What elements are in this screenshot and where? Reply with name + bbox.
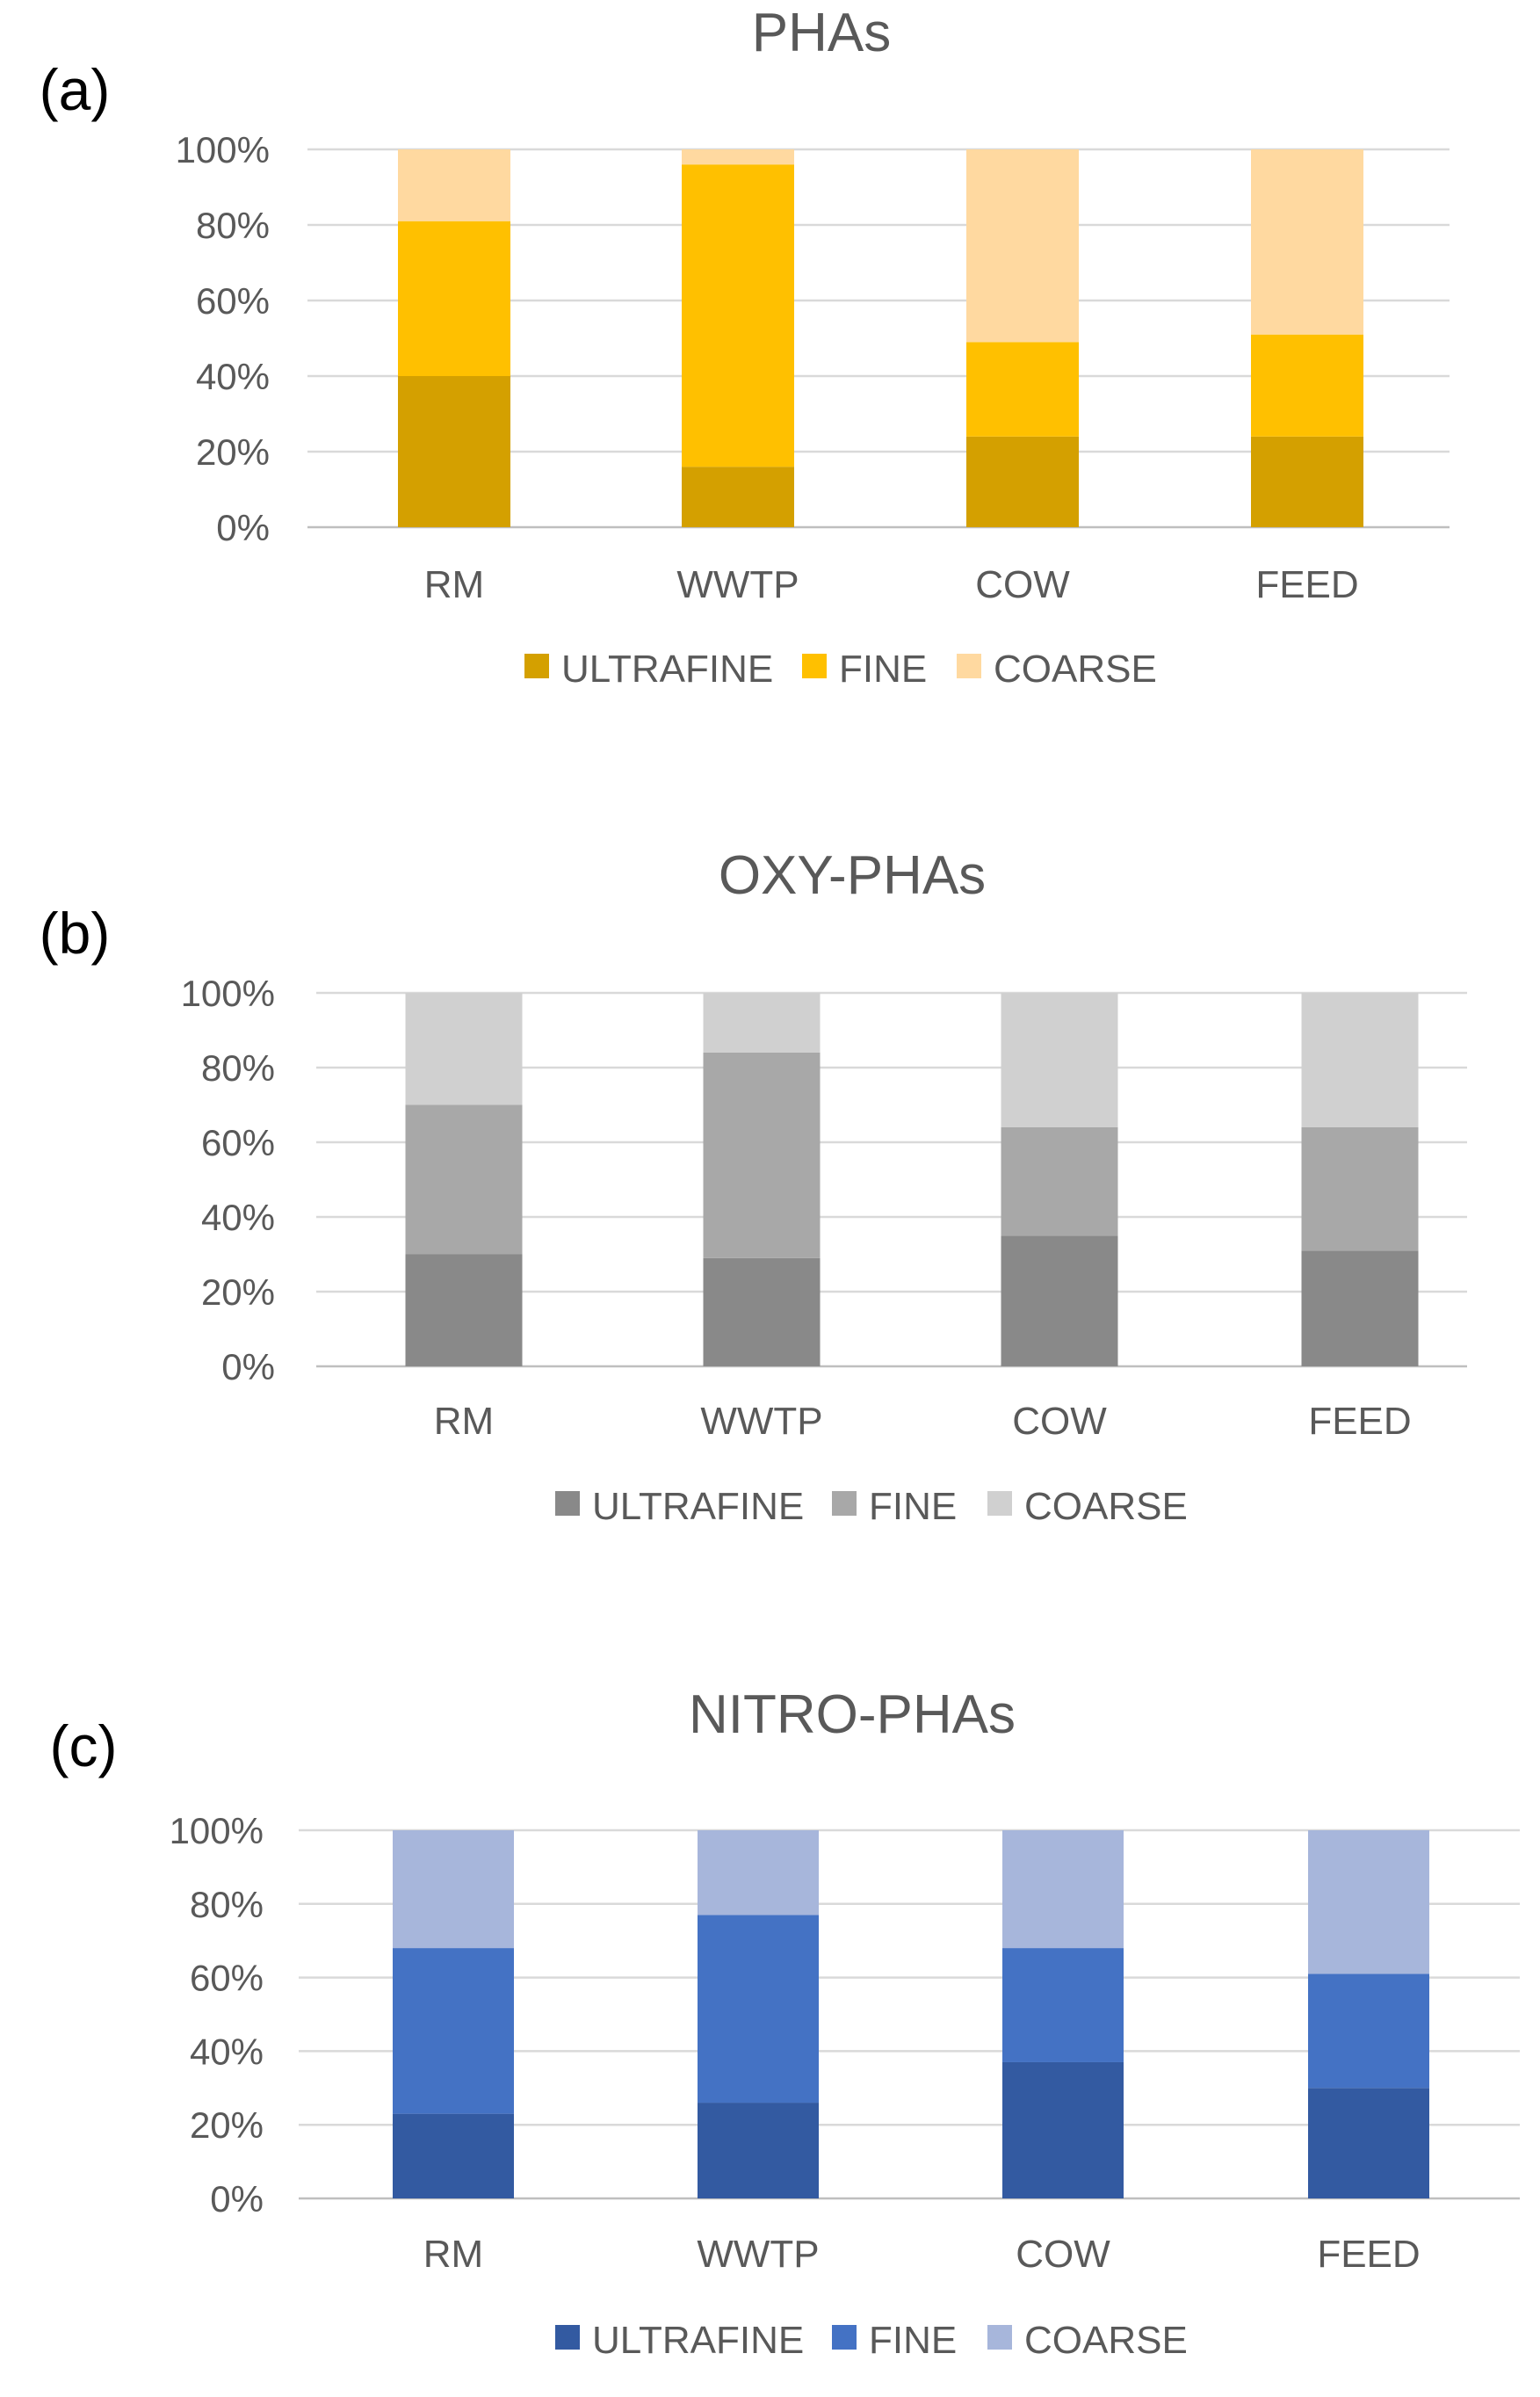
bar-rm-ultrafine xyxy=(393,2113,514,2198)
y-tick-label: 60% xyxy=(201,1122,275,1163)
y-tick-label: 80% xyxy=(196,205,270,246)
bar-wwtp-fine xyxy=(682,164,794,467)
bar-wwtp-ultrafine xyxy=(682,467,794,527)
chart-panel-1: (a) PHAs 0% 20% 40% 60% 80% 100% RM WWTP COW FEED UL… xyxy=(40,3,1450,691)
bar-cow-ultrafine xyxy=(1001,1235,1118,1366)
x-tick-label: WWTP xyxy=(676,563,799,606)
bar-feed-coarse xyxy=(1308,1830,1429,1974)
legend-swatch-ultrafine xyxy=(555,1491,580,1516)
bar-feed-ultrafine xyxy=(1308,2088,1429,2198)
bar-cow-fine xyxy=(966,342,1079,437)
legend-label: FINE xyxy=(869,1485,957,1528)
legend-swatch-coarse xyxy=(987,1491,1012,1516)
x-tick-label: WWTP xyxy=(697,2233,819,2276)
y-tick-label: 20% xyxy=(190,2104,264,2146)
x-tick-label: COW xyxy=(1016,2233,1110,2276)
x-tick-label: FEED xyxy=(1255,563,1358,606)
bar-rm-ultrafine xyxy=(398,376,510,527)
bar-wwtp-fine xyxy=(703,1053,821,1258)
bar-cow-fine xyxy=(1002,1948,1124,2062)
x-tick-label: FEED xyxy=(1317,2233,1420,2276)
panel-label: (b) xyxy=(40,901,111,966)
chart-title: OXY-PHAs xyxy=(719,845,986,906)
legend-label: ULTRAFINE xyxy=(561,648,773,691)
legend-swatch-fine xyxy=(802,654,827,678)
bar-feed-fine xyxy=(1308,1973,1429,2089)
bar-wwtp-ultrafine xyxy=(698,2103,819,2198)
x-tick-label: FEED xyxy=(1308,1400,1411,1443)
bar-wwtp-coarse xyxy=(698,1830,819,1915)
bar-wwtp-coarse xyxy=(703,993,821,1053)
y-tick-label: 0% xyxy=(210,2178,264,2220)
bar-wwtp-ultrafine xyxy=(703,1257,821,1366)
bar-cow-fine xyxy=(1001,1127,1118,1236)
x-tick-label: COW xyxy=(1012,1400,1107,1443)
chart-title: PHAs xyxy=(752,3,891,63)
y-tick-label: 100% xyxy=(170,1810,264,1851)
y-tick-label: 80% xyxy=(201,1047,275,1089)
y-tick-label: 0% xyxy=(221,1346,275,1387)
y-tick-label: 100% xyxy=(181,973,275,1014)
bar-feed-ultrafine xyxy=(1301,1250,1419,1366)
bar-rm-coarse xyxy=(398,149,510,221)
bar-feed-ultrafine xyxy=(1251,436,1363,527)
y-tick-label: 20% xyxy=(201,1271,275,1313)
legend-label: FINE xyxy=(839,648,927,691)
y-tick-label: 40% xyxy=(201,1197,275,1238)
legend-label: COARSE xyxy=(1024,2319,1188,2362)
bar-wwtp-coarse xyxy=(682,149,794,165)
bar-rm-fine xyxy=(405,1104,523,1255)
bar-cow-coarse xyxy=(1002,1830,1124,1949)
y-tick-label: 40% xyxy=(196,356,270,397)
legend-swatch-fine xyxy=(832,1491,857,1516)
bar-rm-fine xyxy=(398,221,510,376)
legend-swatch-fine xyxy=(832,2325,857,2350)
bar-feed-fine xyxy=(1301,1127,1419,1251)
x-tick-label: COW xyxy=(975,563,1070,606)
chart-panel-2: (b) OXY-PHAs 0% 20% 40% 60% 80% 100% RM WWTP COW FE… xyxy=(40,845,1467,1528)
bar-cow-ultrafine xyxy=(1002,2061,1124,2198)
y-tick-label: 40% xyxy=(190,2031,264,2072)
panel-label: (a) xyxy=(40,57,111,122)
legend-label: COARSE xyxy=(1024,1485,1188,1528)
legend-swatch-coarse xyxy=(957,654,981,678)
bar-wwtp-fine xyxy=(698,1915,819,2104)
y-tick-label: 60% xyxy=(196,280,270,322)
chart-panel-3: (c) NITRO-PHAs 0% 20% 40% 60% 80% 100% RM WWTP COW… xyxy=(50,1684,1520,2362)
y-tick-label: 20% xyxy=(196,431,270,473)
legend-label: ULTRAFINE xyxy=(592,2319,804,2362)
y-tick-label: 60% xyxy=(190,1958,264,1999)
y-tick-label: 80% xyxy=(190,1884,264,1925)
legend-swatch-ultrafine xyxy=(524,654,549,678)
legend-swatch-ultrafine xyxy=(555,2325,580,2350)
x-tick-label: WWTP xyxy=(700,1400,822,1443)
panel-label: (c) xyxy=(50,1713,118,1778)
bar-cow-ultrafine xyxy=(966,436,1079,527)
bar-cow-coarse xyxy=(966,149,1079,343)
bar-rm-coarse xyxy=(405,993,523,1105)
legend-label: ULTRAFINE xyxy=(592,1485,804,1528)
bar-feed-coarse xyxy=(1251,149,1363,335)
y-tick-label: 0% xyxy=(216,507,270,548)
x-tick-label: RM xyxy=(434,1400,494,1443)
y-tick-label: 100% xyxy=(176,129,270,170)
chart-title: NITRO-PHAs xyxy=(689,1684,1016,1745)
bar-cow-coarse xyxy=(1001,993,1118,1127)
x-tick-label: RM xyxy=(424,563,484,606)
bar-rm-fine xyxy=(393,1948,514,2114)
bar-rm-coarse xyxy=(393,1830,514,1949)
bar-feed-fine xyxy=(1251,334,1363,437)
legend-label: COARSE xyxy=(994,648,1157,691)
legend-label: FINE xyxy=(869,2319,957,2362)
legend-swatch-coarse xyxy=(987,2325,1012,2350)
bar-rm-ultrafine xyxy=(405,1254,523,1366)
x-tick-label: RM xyxy=(423,2233,483,2276)
bar-feed-coarse xyxy=(1301,993,1419,1127)
